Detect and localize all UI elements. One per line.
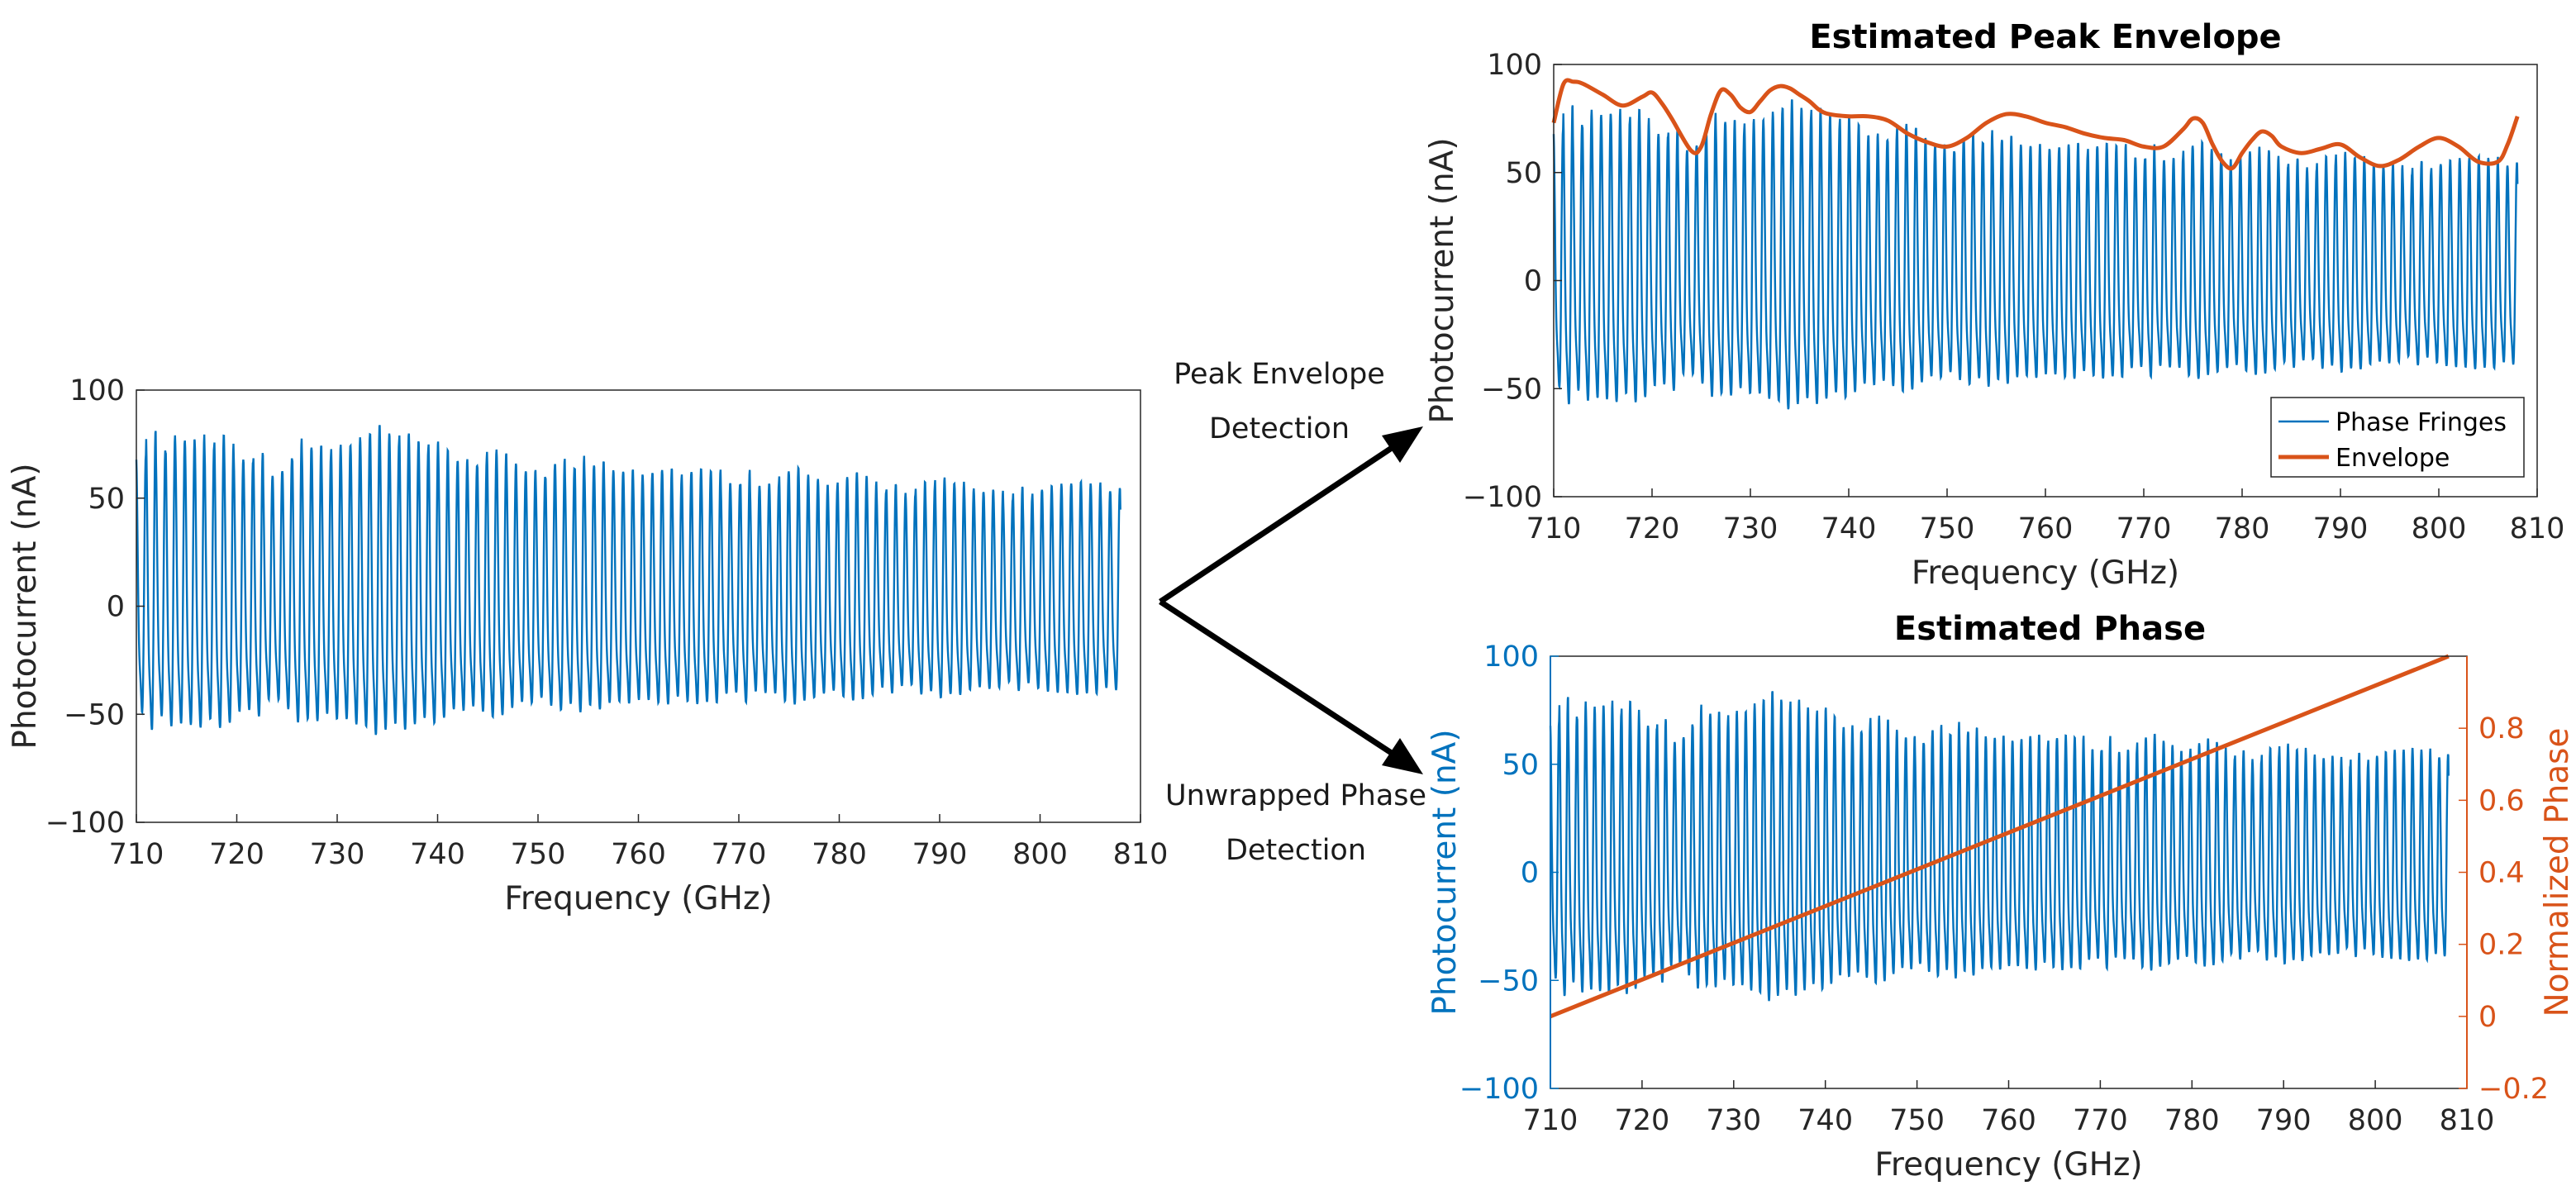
arrow-head-envelope bbox=[1382, 426, 1423, 463]
x-tick-label: 740 bbox=[410, 838, 465, 871]
y2-tick-label: 0.2 bbox=[2478, 929, 2525, 962]
phase-fringe-trace bbox=[1549, 691, 2450, 1002]
y2-tick-label: 0.8 bbox=[2478, 712, 2525, 745]
flow-arrows bbox=[1159, 426, 1423, 774]
x-tick-label: 710 bbox=[109, 838, 164, 871]
x-tick-label: 770 bbox=[712, 838, 767, 871]
legend-label-envelope: Envelope bbox=[2336, 444, 2450, 473]
peak-envelope-annotation-line2: Detection bbox=[1209, 412, 1350, 445]
x-tick-label: 720 bbox=[1625, 512, 1680, 545]
y-tick-label: −50 bbox=[1481, 373, 1542, 406]
raw-y-axis-label: Photocurrent (nA) bbox=[7, 463, 44, 749]
envelope-panel: Estimated Peak Envelope 710 720 730 740 750 7… bbox=[1424, 18, 2564, 592]
x-tick-label: 740 bbox=[1821, 512, 1877, 545]
x-tick-label: 750 bbox=[1920, 512, 1975, 545]
x-tick-label: 790 bbox=[2256, 1104, 2312, 1137]
x-tick-label: 780 bbox=[2164, 1104, 2220, 1137]
y-tick-label: 100 bbox=[1483, 640, 1539, 674]
y-tick-label: −50 bbox=[1478, 964, 1539, 998]
envelope-line bbox=[1551, 78, 2520, 171]
x-tick-label: 770 bbox=[2073, 1104, 2128, 1137]
y-tick-label: 100 bbox=[1487, 49, 1542, 82]
normalized-phase-line bbox=[1550, 654, 2450, 1019]
raw-fringes-panel: 710 720 730 740 750 760 770 780 790 800 810 100 50 0… bbox=[7, 374, 1168, 917]
x-tick-label: 800 bbox=[2348, 1104, 2403, 1137]
x-tick-label: 750 bbox=[511, 838, 566, 871]
y-tick-label: −100 bbox=[45, 807, 125, 840]
y-tick-label: 50 bbox=[88, 483, 125, 516]
x-tick-label: 750 bbox=[1889, 1104, 1945, 1137]
x-tick-label: 810 bbox=[2440, 1104, 2495, 1137]
envelope-y-axis-label: Photocurrent (nA) bbox=[1424, 137, 1461, 423]
y-tick-label: −100 bbox=[1463, 481, 1542, 514]
raw-plot-frame bbox=[136, 389, 1141, 823]
raw-x-axis-label: Frequency (GHz) bbox=[504, 880, 772, 917]
phase-plot-frame bbox=[1550, 655, 2468, 1089]
phase-x-axis-label: Frequency (GHz) bbox=[1874, 1146, 2142, 1183]
x-tick-label: 730 bbox=[1706, 1104, 1761, 1137]
x-tick-label: 800 bbox=[1012, 838, 1068, 871]
phase-left-y-axis-label: Photocurrent (nA) bbox=[1426, 729, 1464, 1015]
y-tick-label: 50 bbox=[1502, 749, 1539, 782]
x-tick-label: 740 bbox=[1797, 1104, 1853, 1137]
legend-box bbox=[2270, 397, 2525, 478]
x-tick-label: 810 bbox=[2510, 512, 2565, 545]
phase-right-y-axis-label: Normalized Phase bbox=[2539, 727, 2576, 1017]
x-tick-label: 770 bbox=[2117, 512, 2172, 545]
raw-fringes-series bbox=[135, 425, 1121, 736]
x-tick-label: 800 bbox=[2412, 512, 2467, 545]
x-tick-label: 730 bbox=[310, 838, 365, 871]
x-tick-label: 780 bbox=[2215, 512, 2270, 545]
y-tick-label: 0 bbox=[107, 591, 125, 624]
envelope-legend: Phase Fringes Envelope bbox=[2270, 397, 2525, 478]
arrow-head-phase bbox=[1382, 738, 1423, 774]
peak-envelope-annotation-line1: Peak Envelope bbox=[1174, 358, 1385, 391]
x-tick-label: 810 bbox=[1113, 838, 1169, 871]
envelope-fringe-trace bbox=[1552, 99, 2519, 410]
x-tick-label: 760 bbox=[611, 838, 666, 871]
unwrapped-phase-annotation-line1: Unwrapped Phase bbox=[1165, 779, 1426, 812]
y2-tick-label: 0.6 bbox=[2478, 784, 2525, 817]
x-tick-label: 720 bbox=[209, 838, 264, 871]
y-tick-label: 100 bbox=[69, 374, 125, 407]
y-tick-label: 0 bbox=[1524, 265, 1542, 298]
arrow-to-envelope bbox=[1159, 434, 1411, 604]
raw-fringe-trace bbox=[135, 425, 1121, 736]
x-tick-label: 780 bbox=[812, 838, 867, 871]
x-tick-label: 790 bbox=[2313, 512, 2369, 545]
y-tick-label: 0 bbox=[1521, 857, 1539, 890]
phase-panel: Estimated Phase 710 720 730 740 750 760 770 780… bbox=[1426, 610, 2576, 1183]
y-tick-label: 50 bbox=[1505, 157, 1542, 190]
envelope-x-axis-label: Frequency (GHz) bbox=[1912, 555, 2179, 592]
x-tick-label: 760 bbox=[1981, 1104, 2036, 1137]
x-tick-label: 710 bbox=[1526, 512, 1582, 545]
x-tick-label: 790 bbox=[912, 838, 968, 871]
y-tick-label: −50 bbox=[64, 698, 125, 731]
y2-tick-label: 0.4 bbox=[2478, 857, 2525, 890]
arrow-to-phase bbox=[1159, 599, 1411, 767]
envelope-title: Estimated Peak Envelope bbox=[1809, 18, 2281, 56]
phase-fringes-series bbox=[1549, 691, 2450, 1002]
phase-title: Estimated Phase bbox=[1894, 610, 2206, 648]
x-tick-label: 730 bbox=[1723, 512, 1778, 545]
envelope-fringes-series bbox=[1552, 99, 2519, 410]
x-tick-label: 720 bbox=[1614, 1104, 1669, 1137]
y2-tick-label: 0 bbox=[2478, 1001, 2497, 1034]
y2-tick-label: −0.2 bbox=[2478, 1073, 2549, 1106]
legend-label-fringes: Phase Fringes bbox=[2336, 408, 2507, 437]
x-tick-label: 710 bbox=[1523, 1104, 1578, 1137]
unwrapped-phase-annotation-line2: Detection bbox=[1226, 834, 1366, 867]
y-tick-label: −100 bbox=[1459, 1073, 1539, 1106]
x-tick-label: 760 bbox=[2018, 512, 2074, 545]
